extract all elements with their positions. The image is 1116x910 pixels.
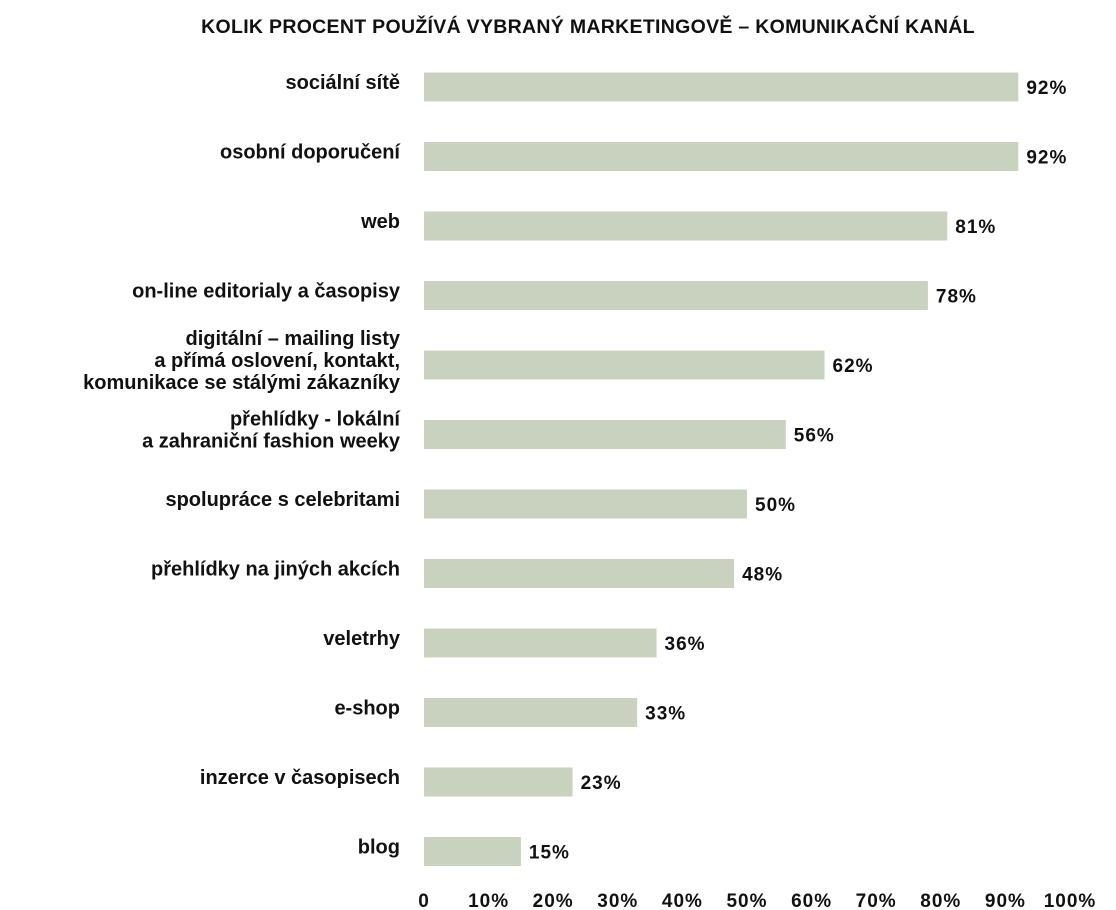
category-label: spolupráce s celebritami xyxy=(165,489,400,511)
value-label: 48% xyxy=(742,565,783,586)
category-label: sociální sítě xyxy=(286,72,401,94)
bar xyxy=(424,72,1019,102)
x-tick-label: 50% xyxy=(726,891,767,910)
value-label: 36% xyxy=(665,634,706,655)
bar xyxy=(424,420,786,449)
chart-title: KOLIK PROCENT POUŽÍVÁ VYBRANÝ MARKETINGO… xyxy=(201,14,975,38)
category-label: blog xyxy=(358,837,400,859)
value-label: 62% xyxy=(833,356,874,377)
x-tick-label: 80% xyxy=(920,891,961,910)
value-label: 15% xyxy=(529,843,570,864)
category-label: přehlídky - lokální a zahraniční fashion … xyxy=(142,409,401,453)
bar xyxy=(424,559,735,588)
category-label: web xyxy=(360,211,400,233)
value-label: 56% xyxy=(794,426,835,447)
x-tick-label: 0 xyxy=(418,891,430,910)
x-tick-label: 70% xyxy=(856,891,897,910)
bar xyxy=(424,350,825,380)
value-label: 92% xyxy=(1026,78,1067,99)
value-label: 81% xyxy=(955,217,996,238)
category-label: přehlídky na jiných akcích xyxy=(151,559,400,581)
category-label: e-shop xyxy=(334,698,400,720)
x-tick-label: 30% xyxy=(597,891,638,910)
bar xyxy=(424,489,747,519)
category-label: osobní doporučení xyxy=(220,142,401,164)
category-label: inzerce v časopisech xyxy=(200,767,400,789)
value-label: 50% xyxy=(755,495,796,516)
value-label: 78% xyxy=(936,287,977,308)
bar xyxy=(424,281,928,310)
bar xyxy=(424,211,948,241)
value-label: 23% xyxy=(581,773,622,794)
category-label: digitální – mailing listy a přímá osloven… xyxy=(83,328,401,394)
x-tick-label: 10% xyxy=(468,891,509,910)
x-tick-label: 90% xyxy=(985,891,1026,910)
x-tick-label: 60% xyxy=(791,891,832,910)
x-tick-label: 40% xyxy=(662,891,703,910)
x-tick-label: 100% xyxy=(1044,891,1097,910)
bar xyxy=(424,837,521,866)
value-label: 92% xyxy=(1026,148,1067,169)
bar xyxy=(424,767,573,797)
x-tick-label: 20% xyxy=(533,891,574,910)
category-label: on-line editorialy a časopisy xyxy=(132,281,401,303)
bar xyxy=(424,698,638,727)
bar xyxy=(424,142,1019,171)
value-label: 33% xyxy=(645,704,686,725)
bar xyxy=(424,628,657,658)
category-label: veletrhy xyxy=(323,628,401,650)
